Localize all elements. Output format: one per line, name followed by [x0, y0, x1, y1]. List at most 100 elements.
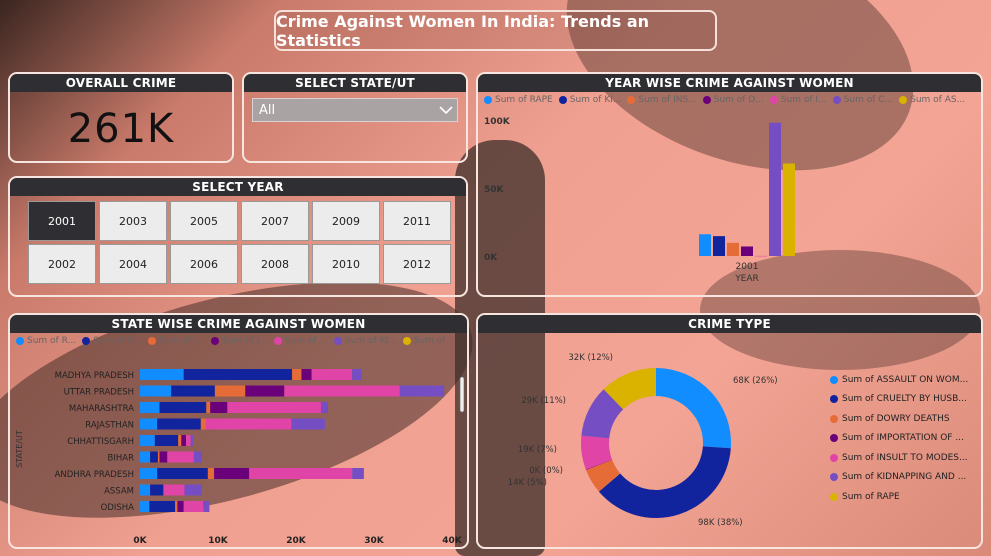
state-bar-segment[interactable] [186, 435, 191, 446]
state-bar-segment[interactable] [149, 501, 176, 512]
state-dropdown[interactable]: All [252, 98, 458, 122]
year-wise-legend-item[interactable]: Sum of KI... [558, 95, 621, 105]
state-bar-segment[interactable] [183, 369, 293, 380]
state-bar-segment[interactable] [167, 451, 194, 463]
state-bar-segment[interactable] [200, 418, 206, 430]
state-wise-legend-item[interactable]: Sum of ... [273, 336, 328, 346]
state-wise-legend-item[interactable]: Sum of [402, 336, 445, 346]
state-bar-segment[interactable] [140, 451, 151, 463]
state-bar-segment[interactable] [181, 435, 187, 446]
state-bar-segment[interactable] [154, 435, 179, 446]
state-bar-segment[interactable] [171, 385, 215, 397]
crime-type-legend-item[interactable]: Sum of RAPE [830, 487, 968, 507]
year-wise-legend-item[interactable]: Sum of I... [769, 95, 827, 105]
state-bar-segment[interactable] [140, 484, 151, 496]
year-button-2001[interactable]: 2001 [28, 201, 96, 241]
state-bar-segment[interactable] [214, 385, 246, 397]
state-bar-segment[interactable] [399, 385, 445, 397]
state-bar-segment[interactable] [150, 484, 164, 496]
crime-type-legend-item[interactable]: Sum of DOWRY DEATHS [830, 409, 968, 429]
year-bar[interactable] [783, 163, 795, 256]
state-bar-segment[interactable] [157, 468, 208, 479]
year-bar[interactable] [741, 246, 753, 256]
scrollbar-thumb[interactable] [459, 376, 465, 413]
year-wise-legend-item[interactable]: Sum of INS... [627, 95, 697, 105]
year-bar[interactable] [755, 255, 767, 257]
state-bar-segment[interactable] [301, 369, 312, 380]
state-bar-segment[interactable] [291, 418, 325, 430]
donut-slice[interactable] [598, 446, 731, 518]
state-bar-segment[interactable] [157, 451, 160, 463]
year-button-2008[interactable]: 2008 [241, 244, 309, 284]
state-bar-segment[interactable] [140, 385, 172, 397]
state-bar-segment[interactable] [311, 369, 353, 380]
year-button-2010[interactable]: 2010 [312, 244, 380, 284]
state-bar-segment[interactable] [159, 402, 207, 413]
year-button-2003[interactable]: 2003 [99, 201, 167, 241]
year-wise-legend-item[interactable]: Sum of AS... [899, 95, 965, 105]
state-bar-segment[interactable] [183, 501, 204, 512]
state-bar-segment[interactable] [184, 484, 202, 496]
state-bar-segment[interactable] [292, 369, 302, 380]
state-wise-legend-item[interactable]: Sum of I... [148, 336, 205, 346]
state-bar-segment[interactable] [320, 402, 328, 413]
crime-type-legend-item[interactable]: Sum of KIDNAPPING AND ... [830, 468, 968, 488]
year-button-2005[interactable]: 2005 [170, 201, 238, 241]
year-bar[interactable] [769, 122, 781, 256]
year-bar[interactable] [727, 242, 739, 256]
donut-slice[interactable] [656, 368, 731, 449]
state-bar-segment[interactable] [150, 451, 158, 463]
state-bar-segment[interactable] [210, 402, 228, 413]
state-bar-segment[interactable] [140, 468, 158, 479]
donut-slice[interactable] [585, 459, 613, 470]
state-bar-segment[interactable] [207, 468, 215, 479]
year-button-2009[interactable]: 2009 [312, 201, 380, 241]
state-bar-segment[interactable] [140, 501, 150, 512]
donut-slice[interactable] [581, 389, 624, 439]
state-bar-segment[interactable] [245, 385, 285, 397]
year-button-2002[interactable]: 2002 [28, 244, 96, 284]
state-bar-segment[interactable] [177, 501, 184, 512]
state-wise-legend-item[interactable]: Sum of K... [82, 336, 142, 346]
crime-type-legend-item[interactable]: Sum of CRUELTY BY HUSB... [830, 390, 968, 410]
state-bar-segment[interactable] [175, 501, 178, 512]
donut-slice[interactable] [586, 459, 621, 492]
year-button-2006[interactable]: 2006 [170, 244, 238, 284]
state-bar-segment[interactable] [140, 369, 184, 380]
state-bar-segment[interactable] [214, 468, 250, 479]
crime-type-legend-item[interactable]: Sum of INSULT TO MODES... [830, 448, 968, 468]
state-bar-segment[interactable] [249, 468, 353, 479]
donut-slice[interactable] [603, 368, 656, 410]
year-bar[interactable] [713, 236, 725, 256]
state-bar-segment[interactable] [157, 418, 201, 430]
state-bar-segment[interactable] [227, 402, 321, 413]
state-wise-legend-item[interactable]: Sum of I... [211, 336, 268, 346]
state-bar-segment[interactable] [140, 402, 160, 413]
crime-type-legend-item[interactable]: Sum of ASSAULT ON WOM... [830, 370, 968, 390]
year-button-2012[interactable]: 2012 [383, 244, 451, 284]
chevron-down-icon[interactable] [435, 99, 457, 121]
year-button-2004[interactable]: 2004 [99, 244, 167, 284]
state-bar-segment[interactable] [284, 385, 400, 397]
state-bar-segment[interactable] [352, 369, 362, 380]
year-bar[interactable] [699, 234, 711, 256]
year-wise-legend-item[interactable]: Sum of C... [832, 95, 893, 105]
state-bar-segment[interactable] [140, 435, 155, 446]
state-bar-segment[interactable] [205, 418, 292, 430]
state-bar-segment[interactable] [352, 468, 364, 479]
state-bar-segment[interactable] [140, 418, 158, 430]
state-bar-segment[interactable] [206, 402, 211, 413]
crime-type-legend-item[interactable]: Sum of IMPORTATION OF ... [830, 429, 968, 449]
state-bar-segment[interactable] [193, 451, 202, 463]
state-bar-segment[interactable] [203, 501, 210, 512]
state-bar-segment[interactable] [178, 435, 182, 446]
year-button-2011[interactable]: 2011 [383, 201, 451, 241]
state-wise-legend-item[interactable]: Sum of KI... [334, 336, 397, 346]
state-bar-segment[interactable] [163, 484, 185, 496]
year-button-2007[interactable]: 2007 [241, 201, 309, 241]
state-bar-segment[interactable] [159, 451, 168, 463]
state-wise-legend-item[interactable]: Sum of R... [16, 336, 76, 346]
donut-slice[interactable] [581, 435, 613, 470]
state-bar-segment[interactable] [190, 435, 194, 446]
year-wise-legend-item[interactable]: Sum of RAPE [484, 95, 553, 105]
